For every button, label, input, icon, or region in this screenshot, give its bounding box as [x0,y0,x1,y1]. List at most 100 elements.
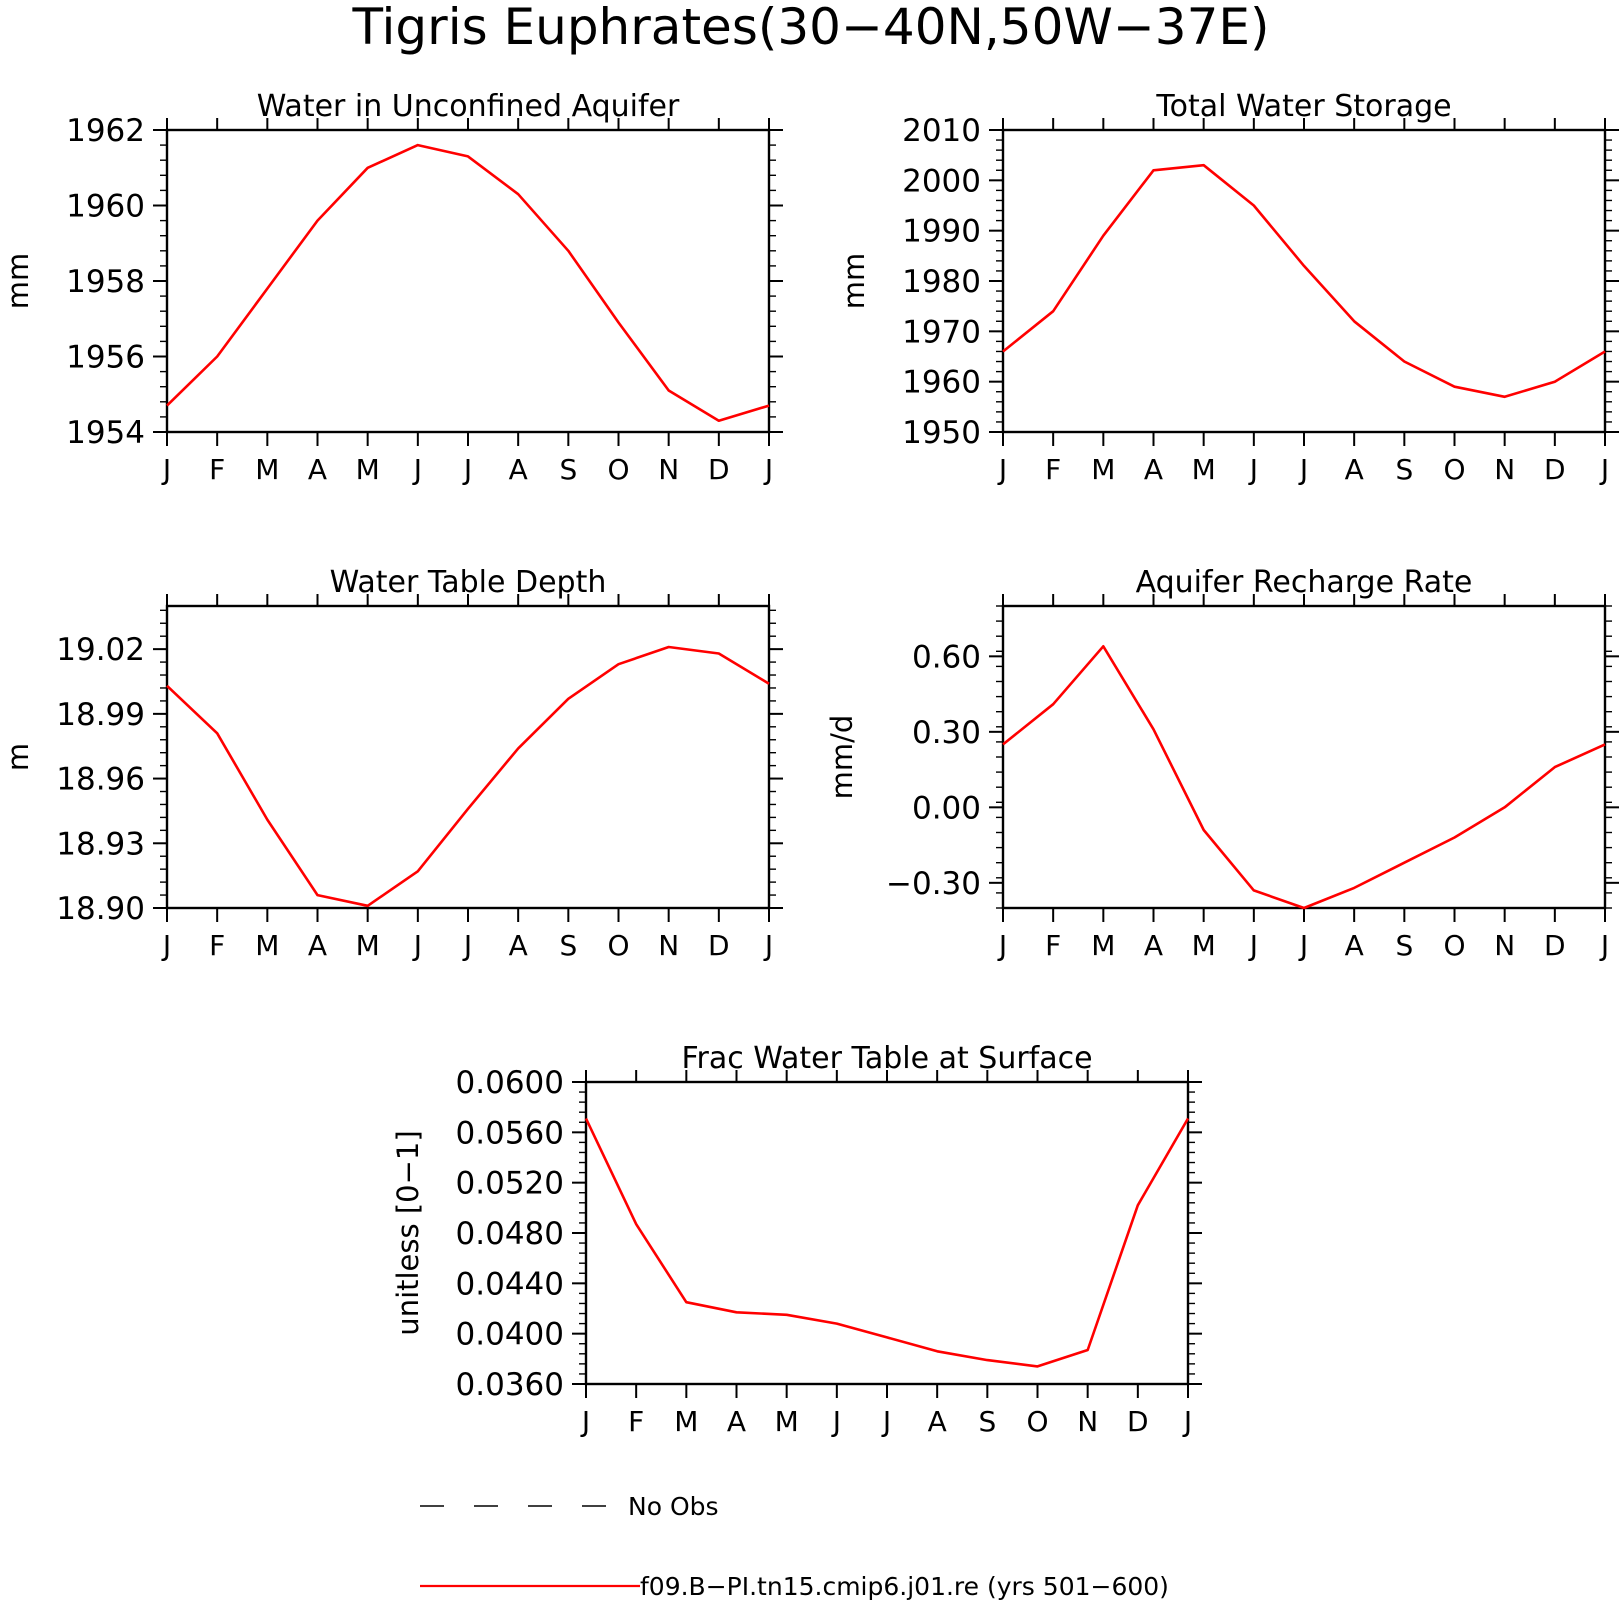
y-tick-label: 1980 [902,264,981,300]
x-tick-label: A [1144,929,1163,962]
x-tick-label: J [997,929,1007,962]
y-axis-label: mm/d [825,715,859,800]
figure-title: Tigris Euphrates(30−40N,50W−37E) [352,0,1270,56]
x-tick-label: J [997,453,1007,486]
y-tick-label: 19.02 [56,632,145,668]
y-tick-label: 18.99 [56,697,145,733]
x-tick-label: D [1127,1405,1149,1438]
y-tick-label: 0.0400 [456,1317,564,1353]
x-tick-label: J [412,453,422,486]
series-line-1 [1002,163,1606,399]
x-tick-label: M [1192,453,1216,486]
plot-frame [1001,128,1607,434]
y-tick-label: 0.60 [912,639,981,675]
x-tick-label: S [1395,453,1413,486]
x-tick-label: M [674,1405,698,1438]
legend: No Obs f09.B−PI.tn15.cmip6.j01.re (yrs 5… [420,1492,1169,1601]
x-tick-label: J [462,929,472,962]
x-tick-label: D [1544,929,1566,962]
y-tick-label: 1958 [66,264,145,300]
x-tick-label: O [607,453,629,486]
y-tick-label: 18.90 [56,891,145,927]
legend-label-model: f09.B−PI.tn15.cmip6.j01.re (yrs 501−600) [640,1572,1169,1601]
y-tick-label: 1970 [902,314,981,350]
y-tick-label: 1950 [902,415,981,451]
x-tick-label: F [1045,929,1061,962]
x-tick-label: J [580,1405,590,1438]
x-tick-label: J [462,453,472,486]
x-tick-label: J [161,929,171,962]
y-tick-label: 2000 [902,163,981,199]
x-tick-label: A [727,1405,746,1438]
x-tick-label: J [881,1405,891,1438]
x-tick-label: M [775,1405,799,1438]
x-tick-label: A [1345,929,1364,962]
series-line-1 [166,143,770,423]
series-line-1 [1002,644,1606,910]
x-tick-label: N [1494,453,1515,486]
x-tick-label: M [1091,929,1115,962]
plot-frame [165,604,771,910]
x-tick-label: M [1192,929,1216,962]
x-tick-label: J [1298,929,1308,962]
x-tick-label: F [209,453,225,486]
x-tick-label: N [1494,929,1515,962]
x-tick-label: A [509,929,528,962]
y-tick-label: 0.0360 [456,1367,564,1403]
x-tick-label: M [356,453,380,486]
x-tick-label: S [559,453,577,486]
x-tick-label: J [1599,453,1609,486]
y-tick-label: 0.0600 [456,1065,564,1101]
y-axis-label: mm [837,253,871,310]
y-tick-label: −0.30 [886,866,981,902]
x-tick-label: M [1091,453,1115,486]
y-tick-label: 1956 [66,340,145,376]
x-tick-label: A [308,453,327,486]
x-tick-label: S [978,1405,996,1438]
y-tick-label: 1960 [902,365,981,401]
x-tick-label: O [1443,453,1465,486]
x-tick-label: A [1345,453,1364,486]
y-tick-label: 1960 [66,189,145,225]
x-tick-label: D [708,929,730,962]
x-tick-label: O [1026,1405,1048,1438]
x-tick-label: N [1077,1405,1098,1438]
x-tick-label: N [658,453,679,486]
x-tick-label: J [763,929,773,962]
x-tick-label: S [559,929,577,962]
x-tick-label: J [1298,453,1308,486]
y-tick-label: 18.96 [56,762,145,798]
y-tick-label: 2010 [902,113,981,149]
y-axis-label: unitless [0−1] [391,1130,425,1335]
x-tick-label: J [831,1405,841,1438]
x-tick-label: M [255,453,279,486]
x-tick-label: O [607,929,629,962]
x-tick-label: F [209,929,225,962]
y-tick-label: 1954 [66,415,145,451]
x-tick-label: F [628,1405,644,1438]
x-tick-label: J [412,929,422,962]
y-tick-label: 0.0520 [456,1166,564,1202]
x-tick-label: N [658,929,679,962]
x-tick-label: J [1248,453,1258,486]
y-tick-label: 0.0440 [456,1266,564,1302]
y-tick-label: 1990 [902,214,981,250]
x-tick-label: J [1248,929,1258,962]
x-tick-label: J [161,453,171,486]
y-axis-label: m [1,743,35,771]
x-tick-label: D [1544,453,1566,486]
x-tick-label: J [1182,1405,1192,1438]
x-tick-label: F [1045,453,1061,486]
y-axis-label: mm [1,253,35,310]
y-tick-label: 0.30 [912,715,981,751]
plot-frame [165,128,771,434]
y-tick-label: 0.0560 [456,1115,564,1151]
x-tick-label: A [308,929,327,962]
plot-frame [1001,604,1607,910]
